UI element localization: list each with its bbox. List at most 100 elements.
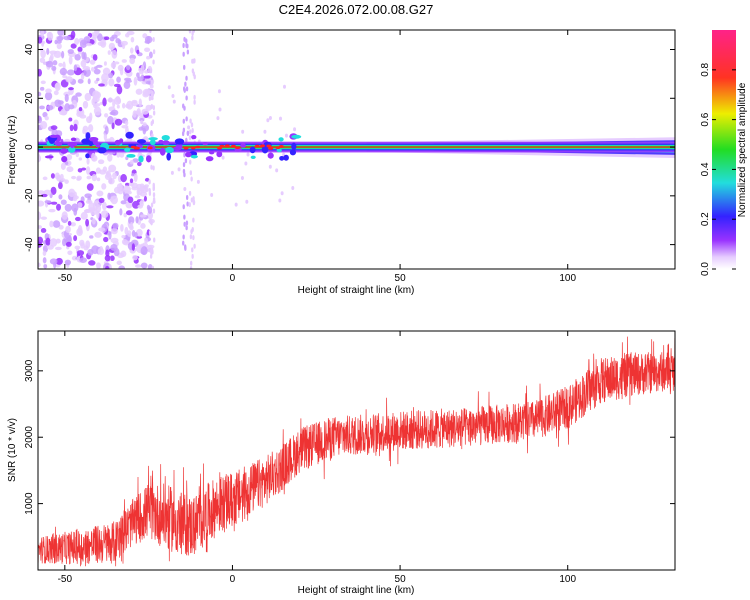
colorbar-tick-label: 0.4: [700, 162, 711, 176]
spectrogram-cell: [119, 151, 125, 158]
spectrogram-cell: [54, 172, 60, 180]
colorbar-tick-label: 0.0: [700, 262, 711, 276]
spectrogram-cell: [134, 195, 141, 199]
spectrogram-cell: [49, 134, 59, 139]
spectrogram-cell: [182, 42, 185, 48]
spectrogram-cell: [97, 247, 105, 256]
spectrogram-cell: [191, 128, 194, 134]
spectrogram-cell: [133, 173, 138, 183]
spectrogram-cell: [76, 175, 82, 181]
spectrogram-cell: [150, 96, 154, 101]
spectrogram-cell: [133, 76, 138, 86]
spectrogram-cell: [152, 110, 156, 116]
spectrogram-cell: [62, 61, 66, 70]
spectrogram-cell: [184, 81, 187, 87]
spectrogram-cell: [124, 120, 129, 126]
spectrogram-cell: [182, 234, 185, 240]
spectrogram-cell: [96, 64, 103, 68]
spectrogram-cell: [67, 146, 76, 153]
spectrogram-cell: [75, 92, 82, 97]
spectrogram-cell: [112, 99, 116, 108]
spectrogram-cell: [84, 92, 92, 102]
spectrogram-cell: [64, 103, 71, 112]
spectrogram-cell: [172, 146, 182, 151]
spectrogram-cell: [283, 154, 289, 161]
spectrogram-cell: [185, 75, 188, 81]
spectrogram-cell: [235, 146, 241, 150]
spectrogram-cell: [60, 148, 68, 154]
spectrogram-cell: [129, 221, 134, 230]
spectrogram-cell: [69, 141, 75, 149]
spectrogram-cell: [249, 146, 256, 154]
spectrogram-cell: [86, 175, 92, 180]
spectrogram-cell: [56, 203, 62, 211]
spectrogram-cell: [184, 244, 187, 250]
spectrogram-cell: [183, 186, 187, 191]
spectrogram-cell: [77, 46, 83, 53]
spectrogram-cell: [77, 168, 83, 173]
spectrogram-cell: [40, 121, 48, 130]
colorbar-tick-label: 0.8: [700, 62, 711, 76]
spectrogram-cell: [38, 154, 42, 163]
spectrogram-cell: [216, 151, 223, 158]
spectrogram-x-axis: -50 0 50 100: [58, 30, 576, 284]
spectrogram-cell: [111, 227, 118, 235]
y-tick-label: 2000: [24, 426, 35, 449]
spectrogram-cell: [202, 142, 208, 146]
spectrogram-cell: [126, 64, 131, 71]
spectrogram-cell: [185, 137, 188, 143]
spectrogram-cell: [64, 203, 72, 212]
spectrogram-cell: [192, 235, 195, 241]
spectrogram-cell: [38, 36, 43, 44]
spectrogram-cell: [102, 97, 107, 107]
spectrogram-cell: [187, 125, 191, 130]
spectrogram-cell: [48, 208, 56, 213]
spectrogram-y-label: Frequency (Hz): [7, 116, 18, 185]
spectrogram-cell: [38, 91, 42, 97]
spectrogram-cell: [136, 49, 140, 55]
spectrogram-cell: [140, 120, 144, 125]
x-tick-label: 0: [230, 273, 236, 284]
spectrogram-cell: [137, 161, 142, 167]
spectrogram-cell: [38, 262, 41, 268]
spectrogram-cell: [152, 49, 156, 55]
spectrogram-cell: [185, 86, 189, 92]
spectrogram-cell: [172, 99, 176, 104]
spectrogram-cell: [85, 240, 91, 249]
spectrogram-cell: [61, 211, 68, 220]
spectrogram-cell: [112, 172, 117, 180]
spectrogram-cell: [96, 77, 100, 82]
spectrogram-cell: [230, 144, 236, 148]
spectrogram-cell: [189, 118, 192, 124]
spectrogram-cell: [111, 34, 118, 39]
spectrogram-cell: [58, 62, 63, 67]
spectrogram-cell: [152, 192, 156, 198]
spectrogram-cell: [183, 64, 186, 70]
spectrogram-cell: [40, 227, 47, 233]
spectrogram-cell: [38, 190, 45, 195]
spectrogram-cell: [143, 75, 151, 79]
spectrogram-cell: [189, 170, 193, 176]
spectrogram-cell: [193, 243, 196, 249]
spectrogram-cell: [81, 138, 91, 145]
spectrogram-cell: [152, 185, 156, 191]
spectrogram-cell: [116, 76, 121, 83]
colorbar-gradient: [712, 30, 736, 269]
colorbar-tick-label: 0.2: [700, 212, 711, 226]
spectrogram-cell: [191, 253, 194, 259]
spectrogram-cell: [177, 167, 181, 172]
spectrogram-x-label: Height of straight line (km): [298, 285, 415, 296]
spectrogram-cell: [104, 254, 111, 262]
spectrogram-cell: [138, 98, 142, 107]
spectrogram-cell: [82, 125, 89, 132]
spectrogram-cell: [188, 135, 192, 141]
spectrogram-cell: [158, 139, 164, 144]
spectrogram-cell: [116, 260, 122, 266]
spectrogram-cell: [61, 50, 65, 59]
spectrogram-cell: [123, 212, 127, 218]
spectrogram-cell: [144, 237, 149, 244]
spectrogram-cell: [104, 113, 109, 118]
spectrogram-cell: [49, 50, 57, 55]
spectrogram-cell: [289, 149, 297, 156]
spectrogram-cell: [191, 135, 197, 140]
